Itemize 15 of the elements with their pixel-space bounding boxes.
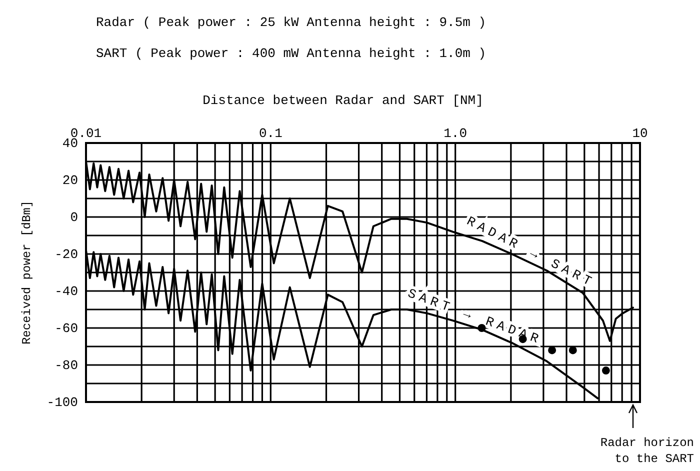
text: Radar horizon to the SART	[600, 436, 694, 466]
y-axis-title: Received power [dBm]	[20, 200, 34, 345]
y-tick-label: 20	[62, 173, 78, 188]
x-tick-label: 0.1	[258, 126, 283, 141]
chart-title: Radar ( Peak power : 25 kW Antenna height : 9.5m )	[96, 15, 486, 30]
y-tick-label: 0	[70, 210, 78, 226]
x-axis-title: Distance between Radar and SART [NM]	[202, 93, 484, 108]
y-tick-label: -60	[54, 321, 78, 336]
y-tick-label: -40	[54, 284, 78, 300]
chart-subtitle: SART ( Peak power : 400 mW Antenna height : 1.0m )	[96, 46, 486, 61]
x-tick-label: 10	[632, 126, 648, 141]
y-tick-label: -20	[54, 247, 78, 262]
x-tick-label: 1.0	[444, 126, 468, 141]
y-tick-label: -80	[54, 358, 78, 374]
y-tick-label: -100	[46, 395, 78, 410]
